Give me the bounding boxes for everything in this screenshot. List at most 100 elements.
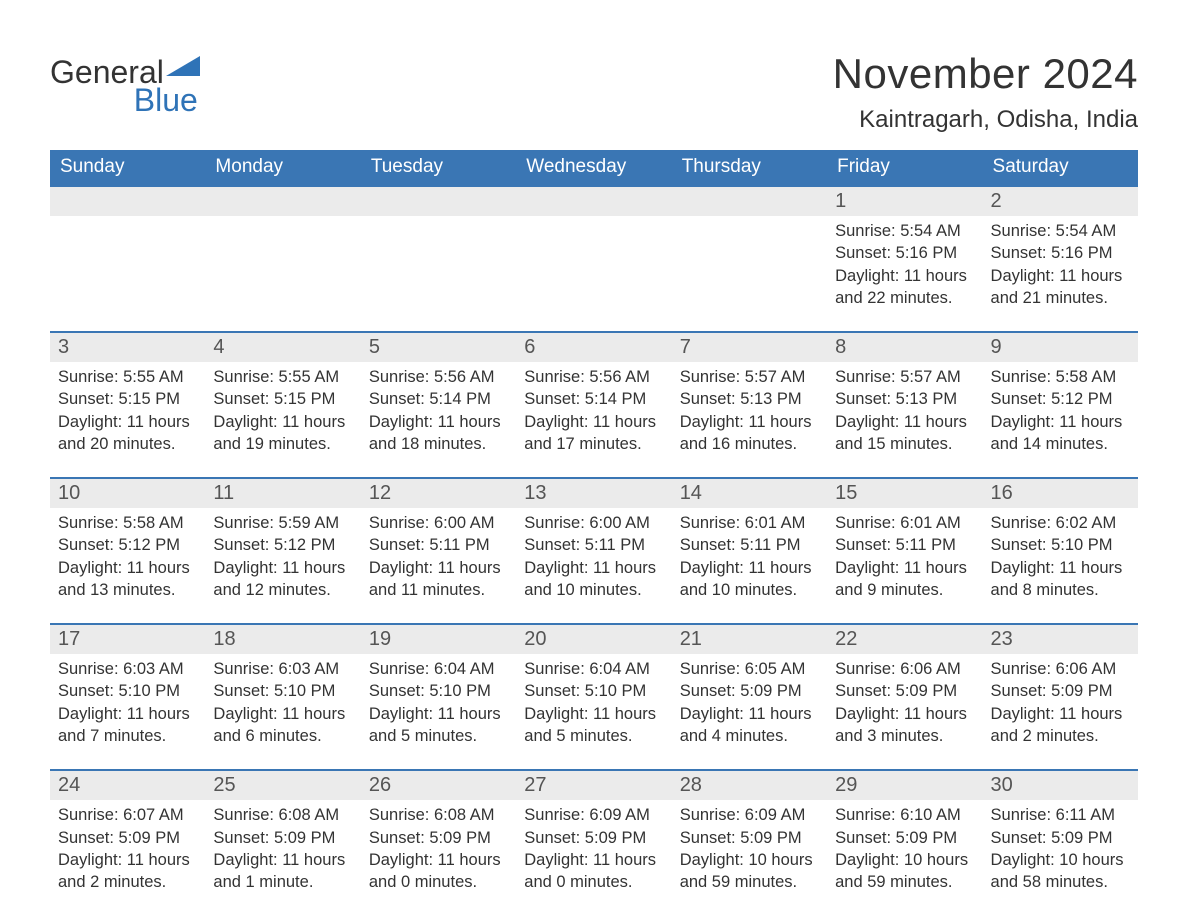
- week-row: 24Sunrise: 6:07 AMSunset: 5:09 PMDayligh…: [50, 770, 1138, 915]
- daylight-line: Daylight: 10 hours and 58 minutes.: [991, 849, 1130, 894]
- sunset-line: Sunset: 5:15 PM: [213, 388, 352, 410]
- daylight-line: Daylight: 11 hours and 17 minutes.: [524, 411, 663, 456]
- sunrise-line: Sunrise: 6:08 AM: [213, 804, 352, 826]
- sunrise-line: Sunrise: 6:01 AM: [835, 512, 974, 534]
- daylight-line: Daylight: 11 hours and 7 minutes.: [58, 703, 197, 748]
- weekday-header: Tuesday: [361, 150, 516, 186]
- day-number: 29: [827, 771, 982, 800]
- day-number: 3: [50, 333, 205, 362]
- day-number: 8: [827, 333, 982, 362]
- sunset-line: Sunset: 5:09 PM: [58, 827, 197, 849]
- daylight-line: Daylight: 11 hours and 9 minutes.: [835, 557, 974, 602]
- week-row: 10Sunrise: 5:58 AMSunset: 5:12 PMDayligh…: [50, 478, 1138, 624]
- day-number: 22: [827, 625, 982, 654]
- sunset-line: Sunset: 5:14 PM: [369, 388, 508, 410]
- daylight-line: Daylight: 11 hours and 16 minutes.: [680, 411, 819, 456]
- daylight-line: Daylight: 11 hours and 18 minutes.: [369, 411, 508, 456]
- sunrise-line: Sunrise: 5:57 AM: [835, 366, 974, 388]
- day-number: 10: [50, 479, 205, 508]
- sunrise-line: Sunrise: 6:07 AM: [58, 804, 197, 826]
- day-cell: 11Sunrise: 5:59 AMSunset: 5:12 PMDayligh…: [205, 478, 360, 624]
- weekday-header-row: SundayMondayTuesdayWednesdayThursdayFrid…: [50, 150, 1138, 186]
- sunset-line: Sunset: 5:11 PM: [524, 534, 663, 556]
- sunset-line: Sunset: 5:10 PM: [991, 534, 1130, 556]
- weekday-header: Friday: [827, 150, 982, 186]
- day-cell: 10Sunrise: 5:58 AMSunset: 5:12 PMDayligh…: [50, 478, 205, 624]
- day-cell: 29Sunrise: 6:10 AMSunset: 5:09 PMDayligh…: [827, 770, 982, 915]
- sunset-line: Sunset: 5:13 PM: [835, 388, 974, 410]
- sunrise-line: Sunrise: 5:54 AM: [991, 220, 1130, 242]
- day-number: 28: [672, 771, 827, 800]
- day-number: [50, 187, 205, 216]
- sunset-line: Sunset: 5:09 PM: [680, 680, 819, 702]
- daylight-line: Daylight: 11 hours and 13 minutes.: [58, 557, 197, 602]
- day-cell: 26Sunrise: 6:08 AMSunset: 5:09 PMDayligh…: [361, 770, 516, 915]
- day-cell: [361, 186, 516, 332]
- sunrise-line: Sunrise: 5:59 AM: [213, 512, 352, 534]
- month-title: November 2024: [833, 50, 1138, 98]
- daylight-line: Daylight: 11 hours and 3 minutes.: [835, 703, 974, 748]
- daylight-line: Daylight: 11 hours and 2 minutes.: [991, 703, 1130, 748]
- weekday-header: Monday: [205, 150, 360, 186]
- day-number: 14: [672, 479, 827, 508]
- sunset-line: Sunset: 5:10 PM: [213, 680, 352, 702]
- day-cell: 22Sunrise: 6:06 AMSunset: 5:09 PMDayligh…: [827, 624, 982, 770]
- sunset-line: Sunset: 5:09 PM: [213, 827, 352, 849]
- calendar-table: SundayMondayTuesdayWednesdayThursdayFrid…: [50, 150, 1138, 915]
- sunrise-line: Sunrise: 6:00 AM: [369, 512, 508, 534]
- day-cell: 3Sunrise: 5:55 AMSunset: 5:15 PMDaylight…: [50, 332, 205, 478]
- sunset-line: Sunset: 5:16 PM: [991, 242, 1130, 264]
- sunrise-line: Sunrise: 6:05 AM: [680, 658, 819, 680]
- day-number: 26: [361, 771, 516, 800]
- sunset-line: Sunset: 5:09 PM: [680, 827, 819, 849]
- week-row: 1Sunrise: 5:54 AMSunset: 5:16 PMDaylight…: [50, 186, 1138, 332]
- day-cell: [672, 186, 827, 332]
- sunrise-line: Sunrise: 6:06 AM: [991, 658, 1130, 680]
- sunrise-line: Sunrise: 5:56 AM: [369, 366, 508, 388]
- sunrise-line: Sunrise: 6:02 AM: [991, 512, 1130, 534]
- weekday-header: Sunday: [50, 150, 205, 186]
- week-row: 3Sunrise: 5:55 AMSunset: 5:15 PMDaylight…: [50, 332, 1138, 478]
- sunset-line: Sunset: 5:09 PM: [369, 827, 508, 849]
- sunset-line: Sunset: 5:12 PM: [58, 534, 197, 556]
- daylight-line: Daylight: 11 hours and 15 minutes.: [835, 411, 974, 456]
- sunset-line: Sunset: 5:11 PM: [369, 534, 508, 556]
- daylight-line: Daylight: 11 hours and 5 minutes.: [369, 703, 508, 748]
- day-number: 21: [672, 625, 827, 654]
- day-number: 30: [983, 771, 1138, 800]
- sunrise-line: Sunrise: 6:03 AM: [58, 658, 197, 680]
- sunrise-line: Sunrise: 6:01 AM: [680, 512, 819, 534]
- day-number: 6: [516, 333, 671, 362]
- sunrise-line: Sunrise: 6:04 AM: [369, 658, 508, 680]
- day-number: 2: [983, 187, 1138, 216]
- daylight-line: Daylight: 11 hours and 22 minutes.: [835, 265, 974, 310]
- day-number: 23: [983, 625, 1138, 654]
- sunrise-line: Sunrise: 6:09 AM: [524, 804, 663, 826]
- sunrise-line: Sunrise: 6:11 AM: [991, 804, 1130, 826]
- day-cell: 13Sunrise: 6:00 AMSunset: 5:11 PMDayligh…: [516, 478, 671, 624]
- day-number: [672, 187, 827, 216]
- logo: General Blue: [50, 50, 200, 116]
- sunset-line: Sunset: 5:16 PM: [835, 242, 974, 264]
- weekday-header: Wednesday: [516, 150, 671, 186]
- daylight-line: Daylight: 11 hours and 6 minutes.: [213, 703, 352, 748]
- day-number: [516, 187, 671, 216]
- day-cell: 23Sunrise: 6:06 AMSunset: 5:09 PMDayligh…: [983, 624, 1138, 770]
- day-cell: 30Sunrise: 6:11 AMSunset: 5:09 PMDayligh…: [983, 770, 1138, 915]
- sunset-line: Sunset: 5:10 PM: [524, 680, 663, 702]
- daylight-line: Daylight: 11 hours and 11 minutes.: [369, 557, 508, 602]
- day-number: 19: [361, 625, 516, 654]
- day-cell: 14Sunrise: 6:01 AMSunset: 5:11 PMDayligh…: [672, 478, 827, 624]
- day-number: [361, 187, 516, 216]
- day-cell: 4Sunrise: 5:55 AMSunset: 5:15 PMDaylight…: [205, 332, 360, 478]
- daylight-line: Daylight: 10 hours and 59 minutes.: [835, 849, 974, 894]
- title-block: November 2024 Kaintragarh, Odisha, India: [833, 50, 1138, 144]
- daylight-line: Daylight: 11 hours and 1 minute.: [213, 849, 352, 894]
- day-number: 4: [205, 333, 360, 362]
- daylight-line: Daylight: 11 hours and 14 minutes.: [991, 411, 1130, 456]
- header: General Blue November 2024 Kaintragarh, …: [50, 50, 1138, 144]
- daylight-line: Daylight: 11 hours and 2 minutes.: [58, 849, 197, 894]
- daylight-line: Daylight: 11 hours and 12 minutes.: [213, 557, 352, 602]
- day-number: [205, 187, 360, 216]
- daylight-line: Daylight: 11 hours and 0 minutes.: [369, 849, 508, 894]
